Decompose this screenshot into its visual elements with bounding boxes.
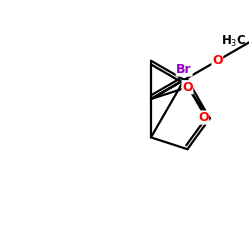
Text: Br: Br <box>176 63 192 76</box>
Text: O: O <box>182 81 193 94</box>
Text: H$_3$C: H$_3$C <box>221 34 247 49</box>
Text: O: O <box>212 54 223 67</box>
Text: O: O <box>198 111 208 124</box>
